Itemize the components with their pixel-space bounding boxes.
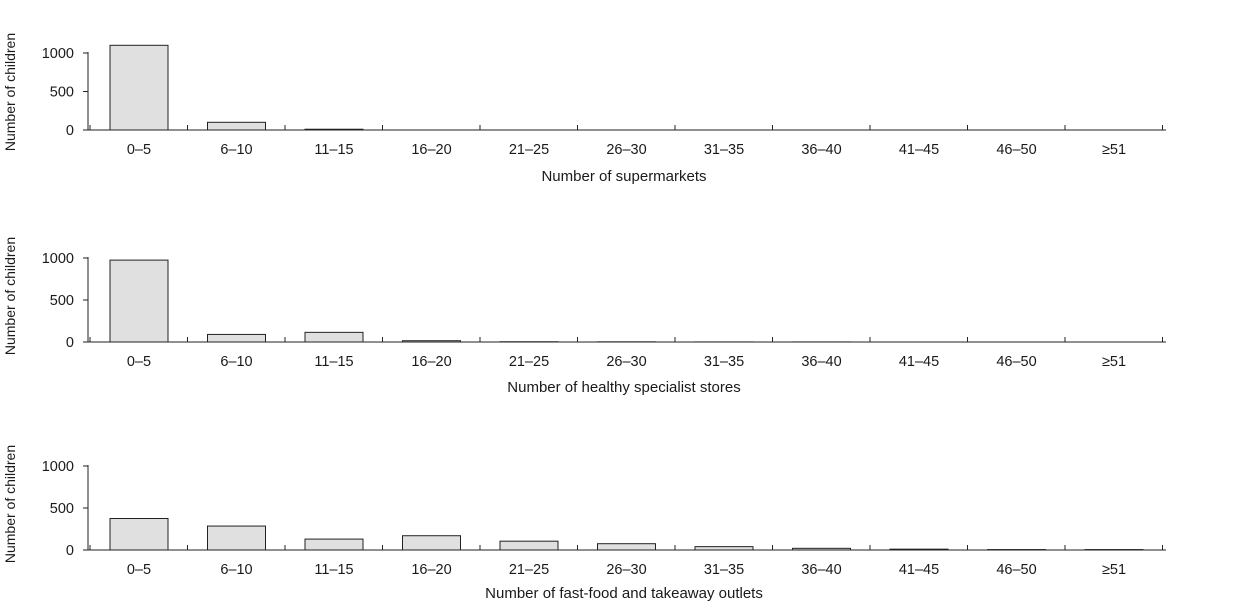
x-tick-label: 31–35 bbox=[704, 562, 744, 578]
y-tick-label: 1000 bbox=[42, 251, 74, 267]
bar bbox=[403, 341, 461, 342]
bar bbox=[110, 519, 168, 551]
bar bbox=[305, 539, 363, 550]
x-tick-label: ≥51 bbox=[1102, 142, 1126, 158]
x-tick-label: 16–20 bbox=[411, 562, 451, 578]
y-tick-label: 500 bbox=[50, 85, 74, 101]
x-tick-label: ≥51 bbox=[1102, 562, 1126, 578]
y-axis-title: Number of children bbox=[2, 237, 18, 355]
x-tick-label: 21–25 bbox=[509, 142, 549, 158]
x-tick-label: 0–5 bbox=[127, 142, 151, 158]
bar bbox=[305, 332, 363, 342]
bar bbox=[695, 547, 753, 550]
y-tick-label: 0 bbox=[66, 335, 74, 351]
x-tick-label: 6–10 bbox=[220, 354, 252, 370]
x-tick-label: 41–45 bbox=[899, 562, 939, 578]
y-axis-title: Number of children bbox=[2, 445, 18, 563]
x-tick-label: 16–20 bbox=[411, 354, 451, 370]
x-tick-label: 6–10 bbox=[220, 142, 252, 158]
x-tick-label: 0–5 bbox=[127, 354, 151, 370]
x-tick-label: 36–40 bbox=[801, 354, 841, 370]
x-tick-label: 26–30 bbox=[606, 142, 646, 158]
x-tick-label: 46–50 bbox=[996, 354, 1036, 370]
x-tick-label: 46–50 bbox=[996, 142, 1036, 158]
bar bbox=[500, 541, 558, 550]
y-tick-label: 500 bbox=[50, 293, 74, 309]
x-tick-label: 11–15 bbox=[314, 142, 353, 158]
bar bbox=[208, 122, 266, 130]
x-tick-label: 36–40 bbox=[801, 142, 841, 158]
x-tick-label: 26–30 bbox=[606, 354, 646, 370]
x-tick-label: 36–40 bbox=[801, 562, 841, 578]
x-axis-title: Number of healthy specialist stores bbox=[507, 379, 740, 396]
x-tick-label: 41–45 bbox=[899, 142, 939, 158]
y-tick-label: 500 bbox=[50, 501, 74, 517]
x-tick-label: ≥51 bbox=[1102, 354, 1126, 370]
x-tick-label: 46–50 bbox=[996, 562, 1036, 578]
x-tick-label: 31–35 bbox=[704, 142, 744, 158]
x-tick-label: 11–15 bbox=[314, 354, 353, 370]
bar bbox=[305, 129, 363, 130]
x-tick-label: 16–20 bbox=[411, 142, 451, 158]
x-axis-title: Number of fast-food and takeaway outlets bbox=[485, 585, 763, 602]
x-tick-label: 6–10 bbox=[220, 562, 252, 578]
x-tick-label: 41–45 bbox=[899, 354, 939, 370]
x-tick-label: 11–15 bbox=[314, 562, 353, 578]
bar bbox=[598, 544, 656, 550]
bar bbox=[208, 334, 266, 342]
x-axis-title: Number of supermarkets bbox=[541, 168, 706, 185]
y-tick-label: 1000 bbox=[42, 459, 74, 475]
bar bbox=[110, 260, 168, 342]
bar bbox=[793, 548, 851, 550]
y-tick-label: 0 bbox=[66, 543, 74, 559]
bar bbox=[110, 45, 168, 130]
x-tick-label: 31–35 bbox=[704, 354, 744, 370]
x-tick-label: 26–30 bbox=[606, 562, 646, 578]
y-axis-title: Number of children bbox=[2, 33, 18, 151]
y-tick-label: 0 bbox=[66, 123, 74, 139]
bar bbox=[890, 549, 948, 550]
x-tick-label: 0–5 bbox=[127, 562, 151, 578]
y-tick-label: 1000 bbox=[42, 46, 74, 62]
x-tick-label: 21–25 bbox=[509, 354, 549, 370]
bar bbox=[208, 526, 266, 550]
x-tick-label: 21–25 bbox=[509, 562, 549, 578]
bar bbox=[403, 536, 461, 550]
